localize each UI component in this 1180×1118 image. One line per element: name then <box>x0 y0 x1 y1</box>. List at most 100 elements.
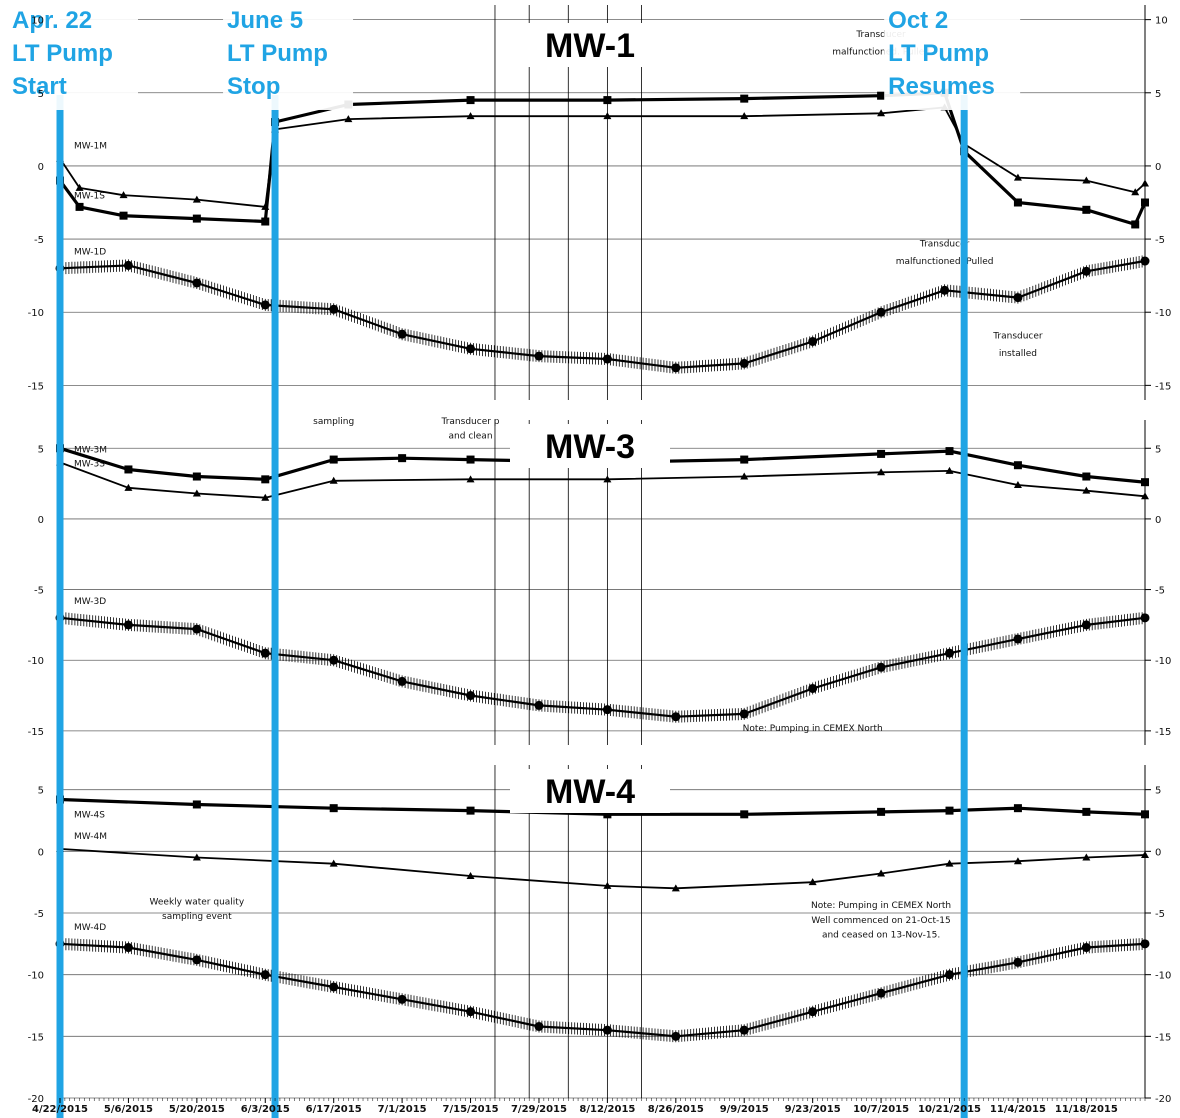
panel-title-backing <box>510 424 670 468</box>
annotation-text: Note: Pumping in CEMEX North <box>743 724 883 734</box>
series-label: MW-3M <box>74 445 107 455</box>
x-tick-label: 11/18/2015 <box>1055 1104 1118 1115</box>
y-tick-label-right: 0 <box>1155 847 1161 858</box>
y-tick-label-left: -20 <box>28 1094 44 1105</box>
data-point <box>603 810 612 819</box>
data-point <box>192 624 202 634</box>
x-tick-label: 8/12/2015 <box>579 1104 635 1115</box>
y-tick-label-right: -5 <box>1155 586 1165 597</box>
y-tick-label-right: 5 <box>1155 786 1161 797</box>
event-label: Start <box>12 73 67 100</box>
data-point <box>466 806 475 815</box>
event-label-backing <box>8 0 138 110</box>
data-point <box>398 454 407 463</box>
y-tick-label-left: 5 <box>38 89 44 100</box>
data-point <box>397 329 407 339</box>
y-tick-label-right: 5 <box>1155 89 1161 100</box>
data-point <box>1081 943 1091 953</box>
series-line-mw-1d <box>59 259 1146 369</box>
data-point <box>466 872 475 879</box>
y-tick-label-right: -10 <box>1155 656 1171 667</box>
y-tick-label-left: -15 <box>28 381 44 392</box>
annotation-text: installed <box>999 349 1037 359</box>
data-point <box>877 91 886 100</box>
data-point <box>124 483 133 491</box>
series-line-mw-3d <box>59 616 1146 718</box>
data-point <box>739 709 749 719</box>
data-point <box>1082 176 1091 184</box>
data-point <box>124 465 133 474</box>
y-tick-label-left: -15 <box>28 727 44 738</box>
data-point <box>192 489 201 497</box>
data-point <box>945 447 954 456</box>
data-point <box>603 112 612 120</box>
data-point <box>1082 807 1091 816</box>
series-label: MW-1S <box>74 192 105 202</box>
data-point <box>945 466 954 474</box>
data-point <box>75 183 84 191</box>
event-label: Stop <box>227 73 280 100</box>
annotation-text: malfunctioned. Pulled <box>896 257 994 267</box>
annotation-layer: MW-1S MW-1M MW-1D Transducer malfunctioned. … <box>74 30 1043 940</box>
event-label: Resumes <box>888 73 995 100</box>
data-point <box>1082 472 1091 481</box>
event-label: LT Pump <box>888 40 989 67</box>
data-point <box>1013 857 1022 865</box>
series-label: MW-1D <box>74 247 106 257</box>
data-point <box>603 881 612 889</box>
x-tick-label: 10/21/2015 <box>918 1104 981 1115</box>
x-tick-label: 6/3/2015 <box>241 1104 290 1115</box>
data-point <box>261 202 270 210</box>
x-tick-label: 7/29/2015 <box>511 1104 567 1115</box>
event-markers: Apr. 22 LT Pump Start June 5 LT Pump Stop Oct … <box>8 0 1021 1118</box>
event-label: June 5 <box>227 7 303 34</box>
data-point <box>261 475 270 484</box>
data-point <box>192 278 202 288</box>
y-tick-label-right: -5 <box>1155 235 1165 246</box>
y-tick-label-left: 0 <box>38 162 44 173</box>
data-point <box>1082 205 1091 214</box>
x-tick-label: 7/1/2015 <box>378 1104 427 1115</box>
data-point <box>534 700 544 710</box>
data-point <box>1081 620 1091 630</box>
data-point <box>1131 220 1140 229</box>
series-line-mw-4m <box>59 848 1146 890</box>
data-point <box>1082 486 1091 494</box>
data-point <box>192 800 201 809</box>
data-point <box>123 620 133 630</box>
data-point <box>123 943 133 953</box>
event-label: Oct 2 <box>888 7 948 34</box>
x-tick-label: 10/7/2015 <box>853 1104 909 1115</box>
data-point <box>602 354 612 364</box>
data-point <box>466 112 475 120</box>
data-point <box>192 472 201 481</box>
data-point <box>876 988 886 998</box>
data-point <box>1131 188 1140 196</box>
panel-titles: MW-1 MW-3 MW-4 <box>510 23 670 813</box>
data-point <box>602 1025 612 1035</box>
annotation-text: Note: Pumping in CEMEX North <box>811 901 951 911</box>
y-tick-label-right: -10 <box>1155 971 1171 982</box>
data-point <box>808 683 818 693</box>
y-tick-label-left: -10 <box>28 971 44 982</box>
data-point <box>329 476 338 484</box>
data-point <box>397 994 407 1004</box>
data-point <box>329 455 338 464</box>
data-point <box>1013 173 1022 181</box>
data-point <box>940 285 950 295</box>
data-point <box>329 859 338 867</box>
data-point <box>945 806 954 815</box>
data-point <box>739 1025 749 1035</box>
data-point <box>671 884 680 892</box>
data-point <box>877 869 886 877</box>
axis-layer: 4/22/2015 5/6/2015 5/20/2015 6/3/2015 6/17/2… <box>28 5 1171 1115</box>
panel-title: MW-1 <box>545 27 635 65</box>
data-point <box>1013 957 1023 967</box>
annotation-text: Transducer <box>992 332 1043 342</box>
y-tick-label-right: -10 <box>1155 308 1171 319</box>
y-tick-label-right: -15 <box>1155 1032 1171 1043</box>
data-point <box>260 970 270 980</box>
data-point <box>739 358 749 368</box>
annotation-text: malfunctioned. Pulled <box>832 48 930 58</box>
data-point <box>192 955 202 965</box>
